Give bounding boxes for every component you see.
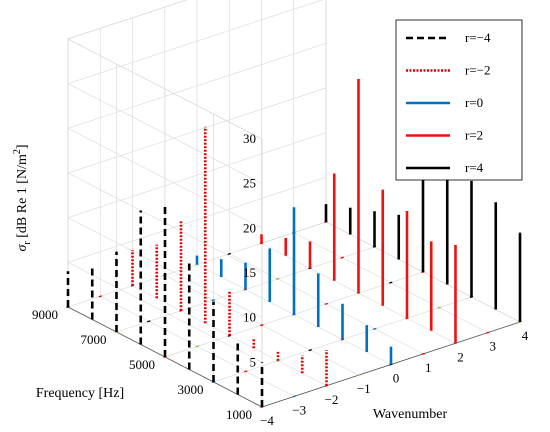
z-tick-label: 5 — [250, 354, 257, 369]
x-axis-label: Wavenumber — [373, 407, 448, 422]
baseline-dot — [324, 302, 328, 306]
y-axis-label: Frequency [Hz] — [36, 386, 124, 401]
z-tick-label: 30 — [243, 131, 256, 146]
z-axis-label-sub: r — [22, 241, 33, 245]
z-tick-label: 20 — [243, 220, 256, 235]
baseline-dot — [244, 370, 248, 373]
x-tick-label: 3 — [490, 339, 497, 354]
z-axis-label-symbol: σ — [15, 244, 30, 252]
grid-line-z-back — [67, 0, 324, 84]
baseline-dot — [308, 348, 312, 352]
y-tick-label: 1000 — [226, 407, 252, 422]
grid-line-z-back — [67, 43, 327, 129]
x-tick-label: 4 — [522, 328, 529, 343]
baseline-dot — [147, 320, 151, 323]
x-tick-label: 2 — [457, 349, 464, 364]
baseline-dot — [227, 252, 231, 256]
baseline-dot — [421, 352, 425, 356]
legend: r=−4 r=−2 r=0 r=2 r=4 — [395, 19, 523, 181]
z-tick-label: 10 — [243, 310, 256, 325]
baseline-dot — [211, 298, 215, 302]
baseline-dot — [195, 345, 199, 348]
grid-line-z-back — [67, 0, 188, 40]
grid-line-z-left — [67, 83, 263, 184]
baseline-dot — [373, 327, 377, 331]
x-tick-label: −4 — [260, 413, 274, 428]
baseline-dot — [98, 295, 102, 298]
z-axis-label-text: [dB Re 1 [N/m — [15, 154, 30, 241]
y-tick-label: 5000 — [129, 357, 155, 372]
baseline-dot — [486, 331, 490, 334]
z-tick-label: 15 — [243, 265, 256, 280]
legend-label: r=−2 — [465, 63, 491, 78]
baseline-dot — [292, 395, 296, 398]
x-tick-label: −2 — [325, 392, 339, 407]
grid-line-z-left — [67, 38, 263, 140]
legend-label: r=2 — [465, 128, 483, 143]
legend-label: r=4 — [465, 160, 484, 175]
baseline-dot — [276, 277, 280, 281]
baseline-dot — [357, 373, 361, 377]
y-tick-label: 9000 — [32, 307, 58, 322]
grid-line-z-back — [67, 177, 327, 263]
x-tick-label: 0 — [393, 371, 400, 386]
y-tick-label: 7000 — [81, 332, 107, 347]
legend-entries: r=−4 r=−2 r=0 r=2 r=4 — [406, 30, 491, 175]
legend-box — [395, 19, 523, 181]
tick-labels: −4 −3 −2 −1 0 1 2 3 4 1000 3000 5000 7000 9000 5 10 15 20… — [32, 131, 529, 428]
grid-line-z-back — [67, 132, 327, 218]
x-tick-label: −1 — [357, 381, 371, 396]
baseline-dot — [260, 323, 264, 327]
z-axis-label: σr [dB Re 1 [N/m2] — [12, 144, 33, 251]
z-tick-label: 25 — [243, 176, 256, 191]
baseline-dot — [340, 256, 344, 259]
legend-label: r=−4 — [465, 30, 491, 45]
x-tick-label: −3 — [292, 402, 306, 417]
grid-line-z-back — [67, 87, 327, 174]
baseline-dot — [437, 306, 441, 309]
z-axis-label-end: ] — [15, 144, 30, 149]
grid-line-z-left — [67, 128, 263, 229]
baseline-dot — [389, 281, 393, 284]
y-tick-label: 3000 — [178, 382, 204, 397]
legend-label: r=0 — [465, 95, 483, 110]
x-tick-label: 1 — [425, 360, 432, 375]
z-axis-label-sup: 2 — [12, 149, 23, 154]
